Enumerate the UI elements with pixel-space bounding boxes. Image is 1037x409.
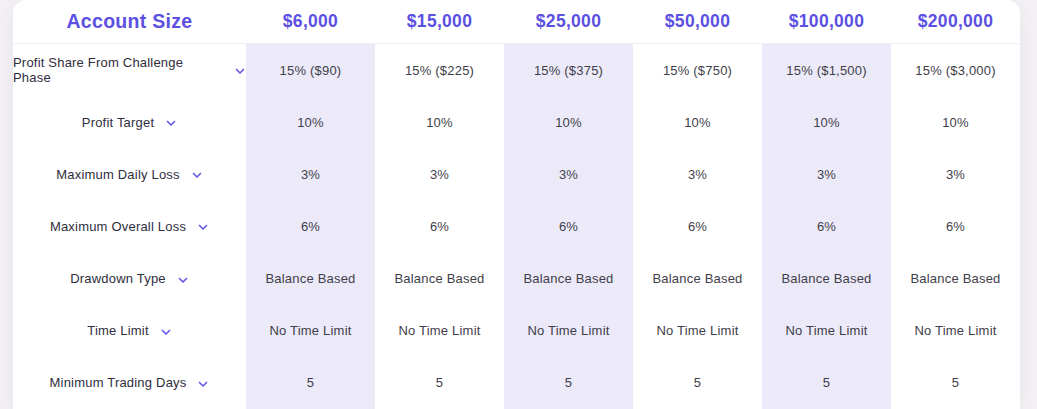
- row-label-min-trading-days[interactable]: Minimum Trading Days: [13, 357, 246, 409]
- column-header-25000: $25,000: [504, 0, 633, 44]
- table-cell: 6%: [633, 200, 762, 252]
- table-cell: 6%: [762, 200, 891, 252]
- chevron-down-icon: [197, 378, 209, 390]
- table-cell: Balance Based: [891, 253, 1020, 305]
- table-cell: 6%: [246, 200, 375, 252]
- row-label-drawdown-type[interactable]: Drawdown Type: [13, 253, 246, 305]
- row-label-profit-share[interactable]: Profit Share From Challenge Phase: [13, 44, 246, 96]
- table-cell: 15% ($3,000): [891, 44, 1020, 96]
- table-cell: 15% ($225): [375, 44, 504, 96]
- table-cell: 5: [504, 357, 633, 409]
- row-label-profit-target[interactable]: Profit Target: [13, 96, 246, 148]
- table-cell: 10%: [246, 96, 375, 148]
- table-cell: No Time Limit: [762, 305, 891, 357]
- column-header-100000: $100,000: [762, 0, 891, 44]
- row-label-text: Maximum Daily Loss: [56, 167, 180, 182]
- pricing-comparison-card: Account Size $6,000 $15,000 $25,000 $50,…: [13, 0, 1020, 409]
- table-cell: 15% ($90): [246, 44, 375, 96]
- table-cell: 15% ($1,500): [762, 44, 891, 96]
- table-cell: 10%: [504, 96, 633, 148]
- row-label-max-overall-loss[interactable]: Maximum Overall Loss: [13, 200, 246, 252]
- table-cell: Balance Based: [504, 253, 633, 305]
- table-cell: 5: [891, 357, 1020, 409]
- table-cell: 10%: [375, 96, 504, 148]
- row-label-text: Profit Target: [82, 115, 154, 130]
- chevron-down-icon: [177, 274, 189, 286]
- table-cell: No Time Limit: [633, 305, 762, 357]
- table-cell: 10%: [633, 96, 762, 148]
- table-cell: 3%: [633, 148, 762, 200]
- column-header-6000: $6,000: [246, 0, 375, 44]
- column-header-200000: $200,000: [891, 0, 1020, 44]
- row-label-max-daily-loss[interactable]: Maximum Daily Loss: [13, 148, 246, 200]
- table-cell: 6%: [891, 200, 1020, 252]
- row-label-text: Maximum Overall Loss: [50, 219, 186, 234]
- table-cell: Balance Based: [762, 253, 891, 305]
- table-cell: 5: [762, 357, 891, 409]
- chevron-down-icon: [160, 326, 172, 338]
- table-cell: 3%: [375, 148, 504, 200]
- table-cell: 5: [246, 357, 375, 409]
- table-cell: 15% ($750): [633, 44, 762, 96]
- row-label-text: Time Limit: [87, 323, 148, 338]
- row-label-time-limit[interactable]: Time Limit: [13, 305, 246, 357]
- table-cell: 3%: [504, 148, 633, 200]
- row-label-text: Profit Share From Challenge Phase: [13, 55, 223, 85]
- table-cell: No Time Limit: [246, 305, 375, 357]
- table-cell: Balance Based: [633, 253, 762, 305]
- chevron-down-icon: [165, 117, 177, 129]
- table-cell: No Time Limit: [375, 305, 504, 357]
- table-cell: 3%: [891, 148, 1020, 200]
- account-size-header: Account Size: [13, 0, 246, 44]
- table-cell: 3%: [762, 148, 891, 200]
- chevron-down-icon: [234, 65, 246, 77]
- chevron-down-icon: [191, 169, 203, 181]
- table-cell: 15% ($375): [504, 44, 633, 96]
- row-label-text: Minimum Trading Days: [50, 375, 187, 390]
- table-cell: 5: [375, 357, 504, 409]
- table-cell: 10%: [891, 96, 1020, 148]
- column-header-15000: $15,000: [375, 0, 504, 44]
- row-label-text: Drawdown Type: [70, 271, 166, 286]
- table-cell: No Time Limit: [891, 305, 1020, 357]
- table-cell: 5: [633, 357, 762, 409]
- chevron-down-icon: [197, 221, 209, 233]
- table-cell: 10%: [762, 96, 891, 148]
- table-cell: 6%: [504, 200, 633, 252]
- table-cell: 3%: [246, 148, 375, 200]
- column-header-50000: $50,000: [633, 0, 762, 44]
- account-comparison-table: Account Size $6,000 $15,000 $25,000 $50,…: [13, 0, 1020, 409]
- table-cell: No Time Limit: [504, 305, 633, 357]
- table-cell: 6%: [375, 200, 504, 252]
- table-cell: Balance Based: [246, 253, 375, 305]
- table-cell: Balance Based: [375, 253, 504, 305]
